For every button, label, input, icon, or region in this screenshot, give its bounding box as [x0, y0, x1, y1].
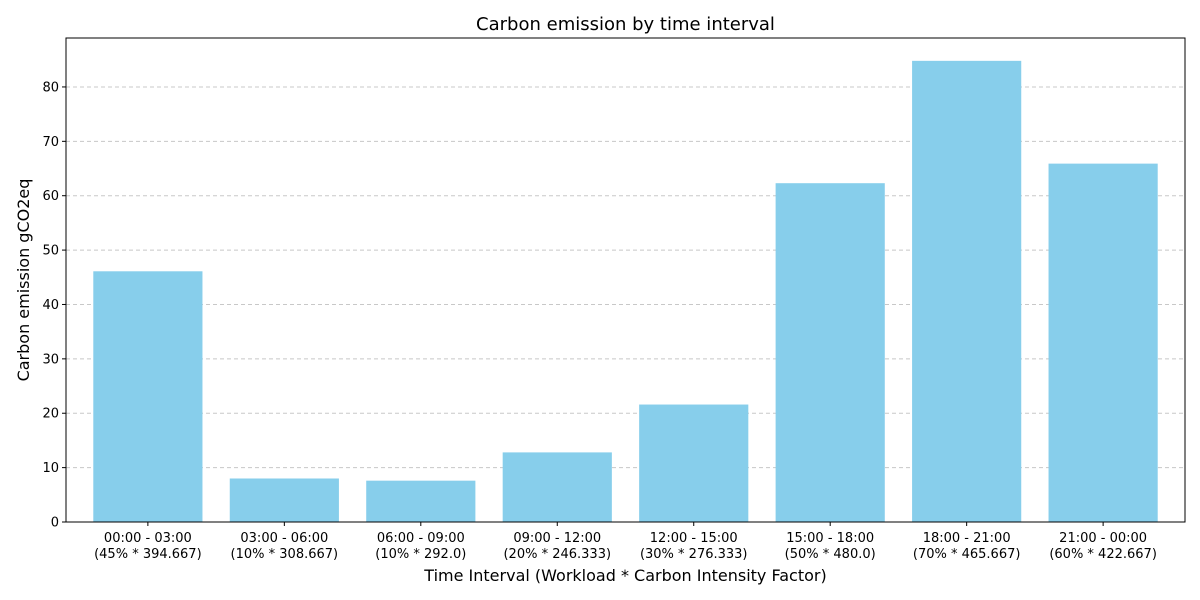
bar [1048, 163, 1158, 522]
x-tick-label: (10% * 308.667) [231, 547, 339, 562]
bar [93, 271, 203, 522]
x-tick-label: (10% * 292.0) [375, 547, 466, 562]
x-axis-ticks: 00:00 - 03:00(45% * 394.667) 03:00 - 06:0… [94, 522, 1157, 562]
x-tick-label: (30% * 276.333) [640, 547, 748, 562]
x-tick-label: (45% * 394.667) [94, 547, 202, 562]
bars [93, 60, 1158, 522]
y-tick-label: 60 [42, 189, 59, 204]
x-tick-label: (20% * 246.333) [503, 547, 611, 562]
plot-frame [65, 37, 1186, 523]
x-tick-label: (60% * 422.667) [1049, 547, 1157, 562]
y-tick-label: 80 [42, 80, 59, 95]
y-tick-label: 0 [51, 516, 59, 531]
x-tick-label: 21:00 - 00:00 [1059, 531, 1147, 546]
x-tick-label: 03:00 - 06:00 [240, 531, 328, 546]
y-tick-label: 40 [42, 298, 59, 313]
x-tick-label: 18:00 - 21:00 [923, 531, 1011, 546]
x-axis-label: Time Interval (Workload * Carbon Intensi… [423, 566, 826, 585]
y-tick-label: 70 [42, 135, 59, 150]
bar [502, 452, 612, 522]
bar [366, 480, 476, 522]
y-tick-label: 30 [42, 352, 59, 367]
y-tick-label: 50 [42, 244, 59, 259]
y-axis-ticks: 0 10 20 30 40 50 60 70 80 [42, 80, 66, 531]
bar [912, 60, 1022, 522]
x-tick-label: 00:00 - 03:00 [104, 531, 192, 546]
x-tick-label: (50% * 480.0) [785, 547, 876, 562]
x-tick-label: 12:00 - 15:00 [650, 531, 738, 546]
chart-title: Carbon emission by time interval [476, 14, 775, 35]
bar [639, 404, 749, 522]
y-axis-label: Carbon emission gCO2eq [14, 179, 33, 382]
bar [229, 478, 339, 522]
y-tick-label: 20 [42, 407, 59, 422]
y-tick-label: 10 [42, 461, 59, 476]
bar [775, 183, 885, 522]
x-tick-label: 09:00 - 12:00 [513, 531, 601, 546]
x-tick-label: (70% * 465.667) [913, 547, 1021, 562]
x-tick-label: 15:00 - 18:00 [786, 531, 874, 546]
x-tick-label: 06:00 - 09:00 [377, 531, 465, 546]
